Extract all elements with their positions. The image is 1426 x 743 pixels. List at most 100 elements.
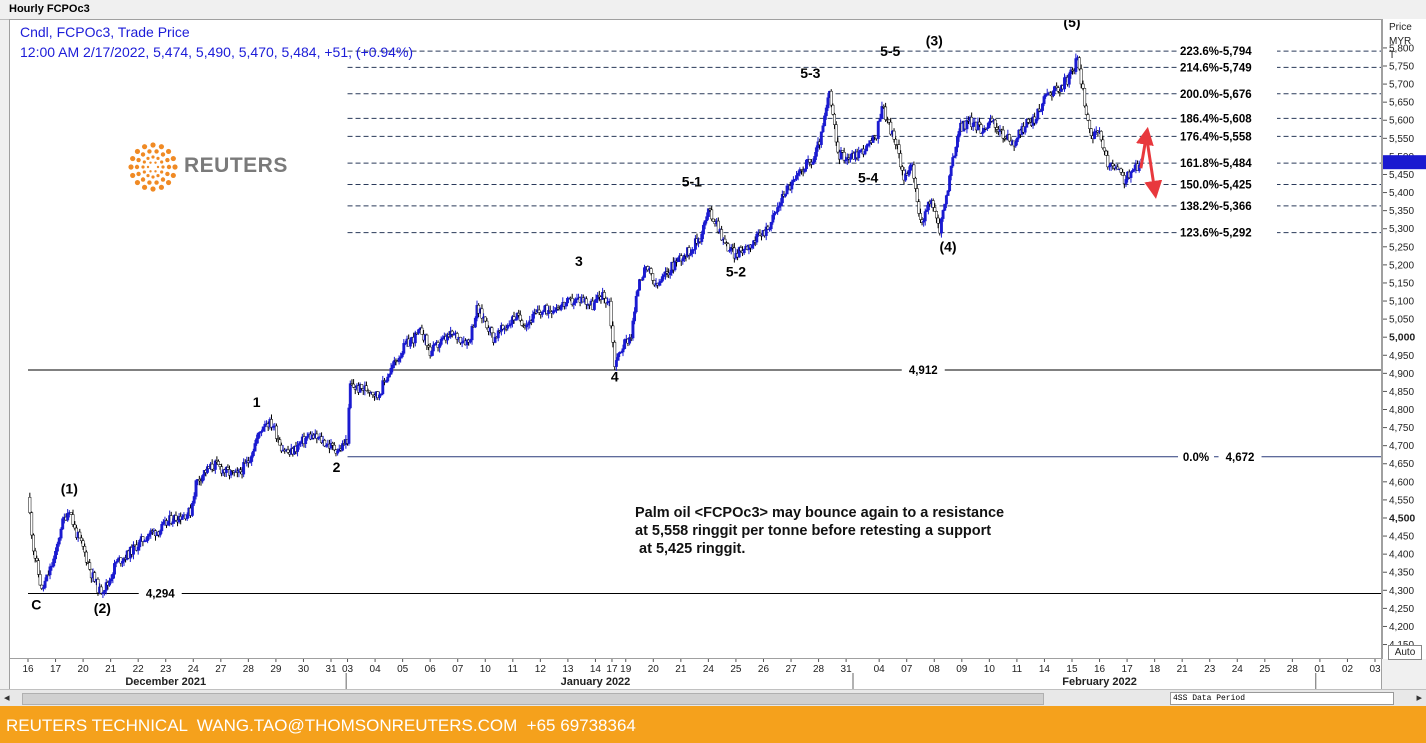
candle-body (1121, 172, 1125, 176)
candle-body (261, 426, 265, 432)
candle-body (116, 559, 120, 563)
logo-dot (165, 171, 170, 177)
wave-label: (5) (1063, 20, 1080, 30)
price-tick-label: 4,650 (1389, 459, 1414, 470)
logo-dot (170, 155, 176, 162)
candle-body (785, 185, 789, 195)
candle-body (764, 226, 768, 236)
scroll-left-icon[interactable]: ◂ (4, 692, 10, 704)
candle-body (397, 357, 401, 362)
chart-scrollbar[interactable]: ◂ 4SS Data Period ▸ (0, 689, 1426, 706)
wave-label: 3 (575, 253, 583, 269)
scroll-thumb[interactable] (22, 693, 1044, 705)
candle-body (278, 439, 282, 446)
candle-body (224, 467, 228, 473)
candle-body (260, 431, 264, 433)
candle-body (776, 207, 780, 213)
candle-body (813, 156, 817, 163)
logo-dot (136, 171, 141, 177)
candle-body (700, 233, 704, 242)
scroll-right-icon[interactable]: ▸ (1416, 692, 1422, 704)
candle-body (808, 159, 812, 163)
chart-plot-area[interactable]: 4,294 4,912 4,672 0.0% 223.6%-5,794 214.6%-5,… (9, 19, 1382, 659)
candle-body (842, 151, 846, 161)
candle-body (84, 551, 88, 563)
candle-body (826, 97, 830, 109)
candle-body (1026, 118, 1030, 123)
candle-body (32, 534, 35, 552)
fib-label: 176.4%-5,558 (1180, 131, 1252, 143)
candle-body (584, 298, 588, 305)
candle-body (660, 276, 664, 282)
candle-body (803, 168, 807, 172)
candle-body (723, 238, 727, 243)
time-axis[interactable]: 16 17 20 21 22 23 24 27 28 29 30 31 03 04 05 06 07 10 11 12… (9, 659, 1382, 689)
auto-scale-button[interactable]: Auto (1388, 645, 1422, 660)
candle-body (899, 153, 903, 168)
candle-body (439, 338, 443, 345)
candle-body (88, 562, 92, 570)
time-tick-label: 02 (1342, 664, 1354, 675)
fib-label-bg (1177, 157, 1277, 170)
wave-label: 5-4 (858, 170, 878, 186)
candle-body (1111, 163, 1115, 167)
candle-body (829, 90, 833, 106)
candle-body (836, 141, 840, 153)
candle-body (572, 302, 576, 305)
candle-body (909, 164, 913, 171)
candle-body (773, 213, 776, 216)
price-axis[interactable]: Price MYR T 4,1504,2004,2504,3004,3504,4… (1382, 19, 1426, 659)
price-tick-label: 4,200 (1389, 622, 1414, 633)
candle-body (360, 384, 364, 389)
candle-body (341, 443, 345, 451)
fib-label: 123.6%-5,292 (1180, 228, 1252, 240)
candle-body (633, 311, 637, 322)
candle-body (912, 164, 916, 179)
price-tick-label: 5,700 (1389, 80, 1414, 91)
candle-body (389, 367, 393, 375)
candle-body (833, 114, 836, 125)
price-tick-label: 5,650 (1389, 98, 1414, 109)
candle-body (364, 385, 368, 391)
candle-body (420, 327, 424, 335)
candle-body (256, 432, 260, 439)
candle-body (400, 353, 404, 358)
candle-body (907, 170, 911, 176)
candle-body (1106, 155, 1110, 168)
reuters-logo: REUTERS (125, 138, 295, 196)
candle-body (805, 159, 808, 170)
candle-body (493, 336, 497, 343)
level-label: 4,912 (909, 365, 938, 377)
time-tick-label: 17 (1122, 664, 1134, 675)
candle-body (111, 574, 115, 579)
logo-dot (154, 170, 157, 173)
candle-body (823, 115, 827, 127)
fib-label: 200.0%-5,676 (1180, 89, 1252, 101)
candle-body (821, 125, 825, 133)
price-tick-label: 4,700 (1389, 441, 1414, 452)
logo-dot (154, 180, 159, 185)
candle-body (750, 244, 754, 249)
candle-body (160, 524, 164, 532)
logo-dot (170, 172, 176, 179)
candle-body (194, 480, 198, 497)
candle-body (1079, 68, 1083, 85)
price-tick-label: 4,500 (1389, 512, 1415, 524)
time-tick-label: 24 (703, 664, 715, 675)
candle-body (417, 329, 421, 334)
data-period-field[interactable]: 4SS Data Period (1170, 692, 1394, 705)
candle-body (109, 578, 113, 582)
candle-body (540, 311, 544, 315)
candle-body (69, 512, 73, 515)
candle-body (575, 298, 579, 300)
candle-body (946, 190, 950, 196)
candle-body (716, 220, 720, 233)
candle-body (602, 292, 606, 299)
candle-body (61, 518, 65, 530)
time-tick-label: 21 (105, 664, 117, 675)
time-tick-label: 28 (1287, 664, 1299, 675)
time-tick-label: 03 (1369, 664, 1381, 675)
candle-body (681, 258, 685, 262)
fib-label: 186.4%-5,608 (1180, 113, 1252, 125)
logo-dot (128, 164, 134, 170)
